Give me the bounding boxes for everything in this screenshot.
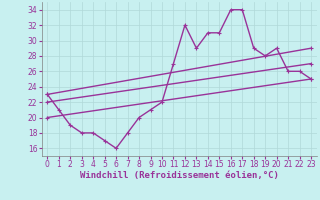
X-axis label: Windchill (Refroidissement éolien,°C): Windchill (Refroidissement éolien,°C) [80,171,279,180]
